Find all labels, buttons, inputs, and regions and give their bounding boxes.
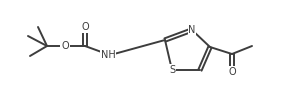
Text: O: O — [228, 67, 236, 77]
Text: N: N — [188, 25, 196, 35]
Text: NH: NH — [101, 50, 116, 60]
Text: O: O — [81, 22, 89, 32]
Text: O: O — [61, 41, 69, 51]
Text: S: S — [169, 65, 175, 75]
